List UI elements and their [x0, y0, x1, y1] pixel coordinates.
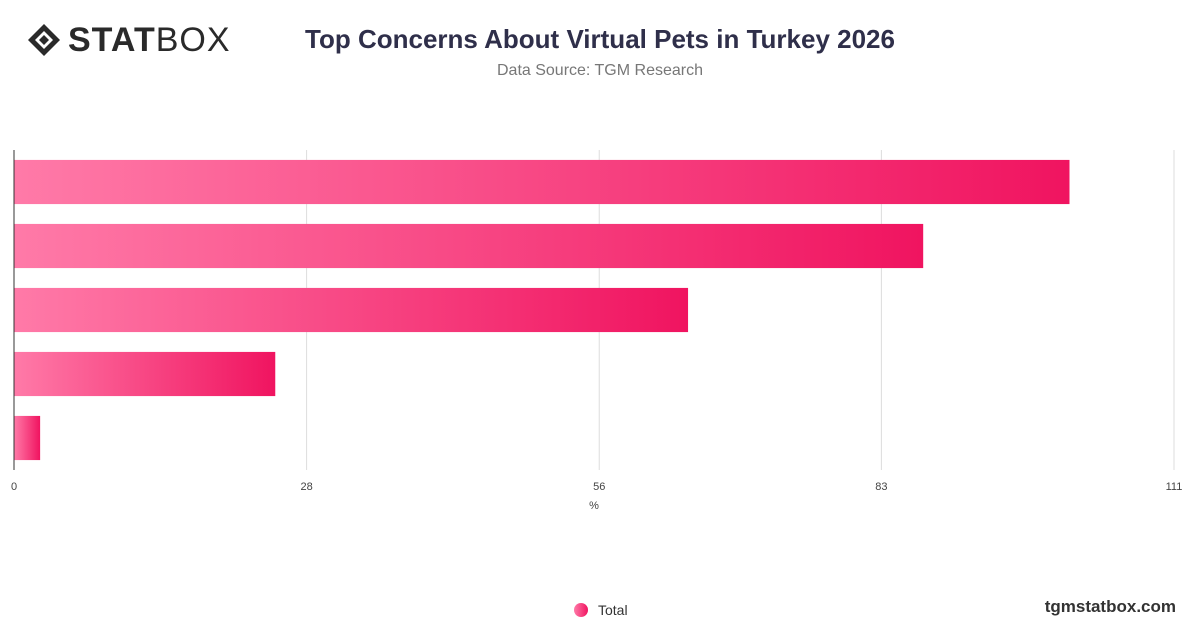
bar-3[interactable] [14, 287, 689, 333]
logo-wordmark-light: BOX [155, 21, 231, 59]
chart-title: Top Concerns About Virtual Pets in Turke… [305, 24, 895, 54]
site-url[interactable]: tgmstatbox.com [1044, 597, 1176, 616]
statbox-diamond-icon [28, 24, 60, 56]
logo-wordmark-bold: STAT [68, 21, 156, 59]
legend-swatch [574, 603, 588, 617]
bar-2[interactable] [14, 223, 924, 269]
x-axis-label: % [589, 500, 599, 512]
x-tick-label: 111 [1166, 481, 1183, 493]
bar-4[interactable] [14, 351, 276, 397]
logo-wordmark: STATBOX [68, 20, 231, 60]
x-tick-label: 0 [11, 481, 17, 493]
statbox-logo[interactable]: STATBOX [26, 20, 231, 60]
bar-1[interactable] [14, 159, 1070, 205]
legend-label-total: Total [598, 602, 628, 618]
bar-5[interactable] [14, 415, 41, 461]
bars [14, 159, 1070, 461]
x-tick-label: 83 [875, 481, 887, 493]
x-tick-label: 56 [593, 481, 605, 493]
x-tick-label: 28 [300, 481, 312, 493]
axis: 0 28 56 83 111% [11, 150, 1182, 512]
legend[interactable]: Total [574, 602, 628, 618]
chart-subtitle: Data Source: TGM Research [496, 62, 703, 79]
